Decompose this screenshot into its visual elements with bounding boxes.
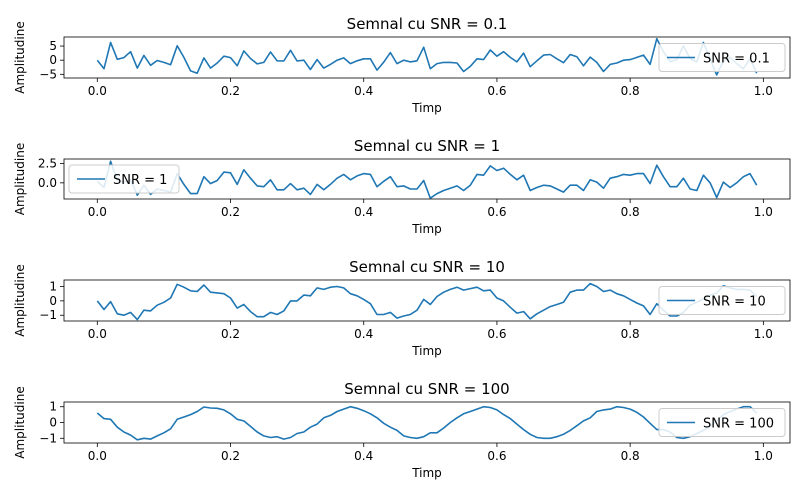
y-axis-label: Amplitudine: [13, 264, 27, 336]
x-tick-label: 0.2: [221, 84, 240, 98]
x-tick-label: 0.8: [621, 205, 640, 219]
legend: SNR = 10: [658, 286, 786, 315]
x-tick-label: 0.4: [354, 327, 373, 341]
x-tick-label: 0.4: [354, 84, 373, 98]
subplot-1: Semnal cu SNR = 0.1 0.0 0.2 0.4 0.6 0.8 1.0 −50…: [13, 15, 791, 115]
y-axis-label: Amplitudine: [13, 21, 27, 93]
y-tick-label: −5: [39, 67, 57, 81]
x-tick-label: 0.0: [88, 84, 107, 98]
y-tick-label: 2.5: [38, 157, 57, 171]
x-axis-label: Timp: [411, 466, 442, 480]
series-line: [96, 405, 758, 441]
x-tick-label: 1.0: [754, 449, 773, 463]
legend-label: SNR = 10: [703, 295, 766, 310]
legend: SNR = 0.1: [658, 43, 786, 72]
subplot-3: Semnal cu SNR = 10 0.0 0.2 0.4 0.6 0.8 1.0 −101…: [13, 258, 791, 358]
x-tick-label: 0.8: [621, 84, 640, 98]
x-tick-label: 0.2: [221, 327, 240, 341]
y-tick-label: 1: [49, 279, 57, 293]
x-tick-label: 0.4: [354, 449, 373, 463]
series-line: [96, 160, 758, 199]
legend-box: [658, 408, 786, 437]
x-tick-label: 0.8: [621, 327, 640, 341]
x-tick-label: 0.4: [354, 205, 373, 219]
x-tick-label: 0.8: [621, 449, 640, 463]
x-tick-label: 0.0: [88, 449, 107, 463]
x-tick-label: 0.6: [487, 449, 506, 463]
y-tick-label: 5: [49, 39, 57, 53]
legend-label: SNR = 0.1: [703, 52, 770, 67]
y-axis-label: Amplitudine: [13, 143, 27, 215]
y-tick-label: −1: [39, 431, 57, 445]
subplot-title: Semnal cu SNR = 1: [354, 137, 500, 155]
legend-box: [658, 43, 786, 72]
series-line: [96, 282, 758, 321]
subplot-title: Semnal cu SNR = 10: [349, 258, 505, 276]
x-tick-label: 0.2: [221, 449, 240, 463]
axes-frame: [63, 158, 791, 200]
x-tick-label: 1.0: [754, 84, 773, 98]
series-line: [96, 37, 758, 76]
legend: SNR = 100: [658, 408, 786, 437]
subplot-title: Semnal cu SNR = 0.1: [347, 15, 508, 33]
legend-box: [68, 164, 180, 194]
y-axis-label: Amplitudine: [13, 386, 27, 458]
subplot-title: Semnal cu SNR = 100: [344, 380, 509, 398]
y-tick-label: −1: [39, 308, 57, 322]
legend-label: SNR = 1: [113, 173, 167, 188]
legend: SNR = 1: [68, 164, 180, 194]
axes-frame: [63, 36, 791, 79]
subplot-4: Semnal cu SNR = 100 0.0 0.2 0.4 0.6 0.8 1.0 −10…: [13, 380, 791, 480]
x-tick-label: 0.0: [88, 327, 107, 341]
x-axis-label: Timp: [411, 101, 442, 115]
x-tick-label: 0.6: [487, 205, 506, 219]
x-tick-label: 0.2: [221, 205, 240, 219]
y-tick-label: 0.0: [38, 176, 57, 190]
x-tick-label: 1.0: [754, 205, 773, 219]
x-tick-label: 0.6: [487, 327, 506, 341]
x-axis-label: Timp: [411, 222, 442, 236]
y-tick-label: 1: [49, 400, 57, 414]
y-tick-label: 0: [49, 53, 57, 67]
y-tick-label: 0: [49, 294, 57, 308]
x-tick-label: 0.0: [88, 205, 107, 219]
legend-label: SNR = 100: [703, 417, 774, 432]
legend-box: [658, 286, 786, 315]
y-tick-label: 0: [49, 416, 57, 430]
subplot-2: Semnal cu SNR = 1 0.0 0.2 0.4 0.6 0.8 1.0 0.0 2.…: [13, 137, 791, 236]
x-tick-label: 0.6: [487, 84, 506, 98]
x-axis-label: Timp: [411, 344, 442, 358]
x-tick-label: 1.0: [754, 327, 773, 341]
